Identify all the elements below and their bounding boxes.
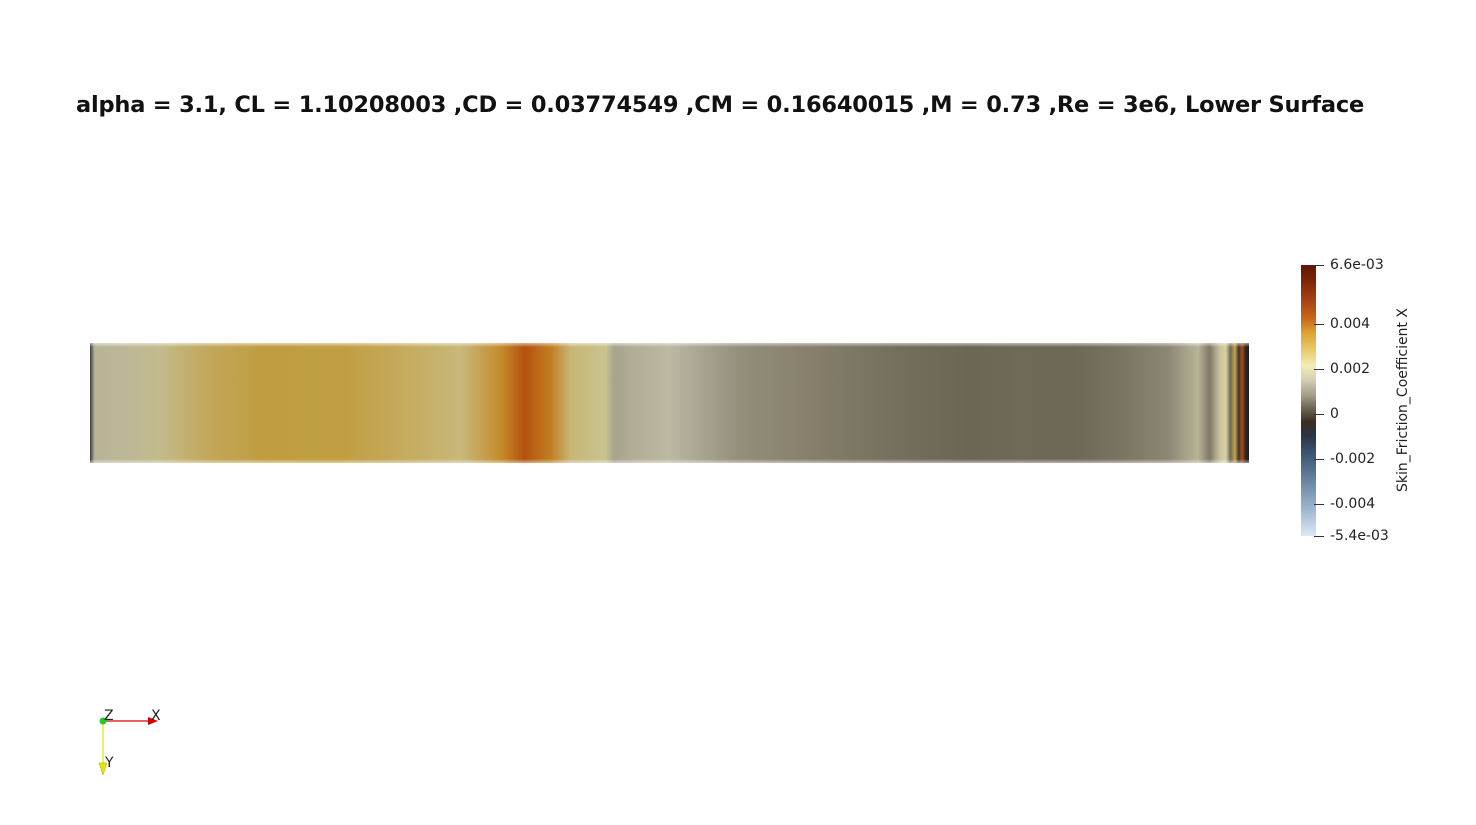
- colorbar-tick: [1314, 536, 1324, 537]
- colorbar-title: Skin_Friction_Coefficient X: [1395, 307, 1411, 493]
- orientation-axes: Z X Y: [90, 705, 170, 785]
- colorbar-tick: [1314, 414, 1324, 415]
- z-axis-dot: [99, 717, 107, 725]
- z-axis-label: Z: [104, 708, 114, 724]
- colorbar-tick: [1314, 324, 1324, 325]
- colorbar-tick: [1314, 504, 1324, 505]
- colorbar-tick: [1314, 459, 1324, 460]
- colorbar-tick-label: 0.004: [1330, 316, 1371, 332]
- colorbar-tick-label: -5.4e-03: [1330, 528, 1389, 544]
- y-axis-arrow: [98, 762, 108, 776]
- colorbar-tick: [1314, 369, 1324, 370]
- orientation-axes-svg: [98, 717, 158, 776]
- lower-surface-contour: [90, 343, 1249, 463]
- y-axis-label: Y: [105, 755, 114, 771]
- x-axis-arrow: [148, 717, 158, 725]
- x-axis-label: X: [151, 708, 161, 724]
- colorbar-tick-label: -0.004: [1330, 496, 1376, 512]
- colorbar: [1301, 265, 1316, 536]
- colorbar-tick-label: 6.6e-03: [1330, 257, 1384, 273]
- plot-title: alpha = 3.1, CL = 1.10208003 ,CD = 0.037…: [75, 92, 1365, 118]
- colorbar-tick-label: 0: [1330, 406, 1339, 422]
- colorbar-tick-label: -0.002: [1330, 451, 1376, 467]
- colorbar-tick: [1314, 265, 1324, 266]
- colorbar-tick-label: 0.002: [1330, 361, 1371, 377]
